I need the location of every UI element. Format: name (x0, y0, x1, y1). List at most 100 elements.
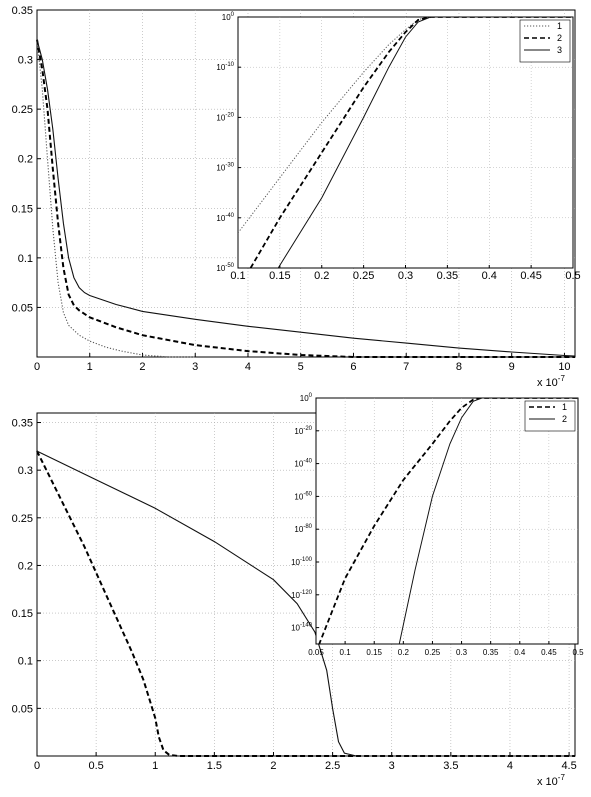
inset-x-tick-label: 0.4 (482, 270, 497, 282)
inset-y-tick-label: 10-40 (216, 213, 234, 223)
x-multiplier-exponent: -7 (558, 374, 566, 383)
inset-y-tick-exponent: -50 (225, 263, 234, 269)
legend-label-2: 2 (562, 414, 567, 424)
x-tick-label: 8 (456, 361, 462, 373)
inset-x-tick-label: 0.1 (340, 648, 352, 657)
series-line-2 (36, 39, 575, 358)
y-tick-label: 0.3 (18, 465, 33, 477)
inset-y-tick-base: 10 (291, 624, 300, 633)
chart-panel-a: 0 1 2 3 4 5 6 7 8 9 100.050.10.150.20.250.30.35x 1… (12, 5, 581, 389)
inset-y-tick-base: 10 (291, 558, 300, 567)
inset-y-tick-base: 10 (300, 394, 309, 403)
x-tick-label: 2 (270, 760, 276, 772)
x-multiplier-exponent: -7 (558, 773, 566, 782)
x-tick-label: 9 (509, 361, 515, 373)
inset-chart: 0.1 0.15 0.2 0.25 0.3 0.35 0.4 0.45 0.510-5010-4… (216, 12, 580, 282)
inset-x-tick-label: 0.2 (398, 648, 410, 657)
inset-series-line-3 (277, 17, 573, 268)
inset-chart: 0.05 0.1 0.15 0.2 0.25 0.3 0.35 0.4 0.45 0.510-14… (291, 393, 584, 657)
inset-y-tick-label: 100 (222, 12, 235, 22)
inset-x-tick-label: 0.1 (230, 270, 245, 282)
inset-x-tick-label: 0.45 (541, 648, 557, 657)
inset-y-tick-base: 10 (216, 164, 225, 173)
x-tick-label: 0.5 (88, 760, 103, 772)
inset-y-tick-label: 10-80 (294, 524, 312, 534)
series-line-1 (36, 450, 575, 757)
inset-y-tick-exponent: -120 (300, 590, 313, 596)
inset-y-tick-exponent: -60 (303, 491, 312, 497)
y-tick-label: 0.1 (18, 656, 33, 668)
y-tick-label: 0.05 (12, 302, 33, 314)
x-tick-label: 4.5 (561, 760, 576, 772)
inset-y-tick-base: 10 (294, 525, 303, 534)
inset-y-tick-label: 10-10 (216, 62, 234, 72)
inset-legend: 12 (524, 400, 576, 432)
inset-legend: 1 2 3 (519, 19, 571, 63)
x-tick-label: 3 (192, 361, 198, 373)
y-tick-label: 0.1 (18, 253, 33, 265)
inset-x-tick-label: 0.3 (456, 648, 468, 657)
inset-x-tick-label: 0.25 (353, 270, 374, 282)
inset-x-tick-label: 0.45 (520, 270, 541, 282)
x-tick-label: 5 (298, 361, 304, 373)
inset-x-tick-label: 0.35 (437, 270, 458, 282)
x-tick-label: 4 (245, 361, 251, 373)
y-tick-label: 0.35 (12, 5, 33, 17)
inset-y-tick-exponent: -10 (225, 62, 234, 68)
inset-y-tick-base: 10 (294, 427, 303, 436)
y-tick-label: 0.25 (12, 513, 33, 525)
inset-x-tick-label: 0.2 (314, 270, 329, 282)
legend-label-1: 1 (562, 402, 567, 412)
inset-y-tick-exponent: 0 (309, 393, 313, 399)
x-tick-label: 0 (34, 760, 40, 772)
inset-x-tick-label: 0.25 (425, 648, 441, 657)
series-line-2 (36, 450, 575, 757)
inset-y-tick-exponent: -40 (225, 213, 234, 219)
inset-x-tick-label: 0.15 (366, 648, 382, 657)
inset-y-tick-label: 10-140 (291, 623, 313, 633)
chart-panel-b: 0 0.5 1 1.5 2 2.5 3 3.5 4 4.5 0.05 0.1 0.15 0.2 0.25 0.… (12, 393, 585, 788)
x-tick-label: 3.5 (443, 760, 458, 772)
x-tick-label: 4 (507, 760, 513, 772)
inset-y-tick-exponent: -30 (225, 163, 234, 169)
legend-box (524, 400, 576, 432)
inset-plot-area (315, 397, 579, 645)
y-tick-label: 0.2 (18, 560, 33, 572)
legend-label-3: 3 (557, 45, 562, 55)
y-tick-label: 0.3 (18, 55, 33, 67)
inset-x-tick-label: 0.5 (565, 270, 580, 282)
inset-x-tick-label: 0.05 (308, 648, 324, 657)
x-tick-label: 2 (139, 361, 145, 373)
series-line-3 (36, 39, 576, 357)
legend-label-1: 1 (557, 21, 562, 31)
y-tick-label: 0.15 (12, 608, 33, 620)
inset-y-tick-exponent: -80 (303, 524, 312, 530)
inset-y-tick-base: 10 (216, 214, 225, 223)
x-tick-label: 1 (87, 361, 93, 373)
inset-x-tick-label: 0.4 (514, 648, 526, 657)
inset-y-tick-label: 10-60 (294, 491, 312, 501)
inset-x-tick-label: 0.35 (483, 648, 499, 657)
inset-y-tick-label: 10-20 (294, 426, 312, 436)
inset-y-tick-exponent: -20 (303, 426, 312, 432)
inset-y-tick-base: 10 (294, 492, 303, 501)
x-multiplier-base: x 10 (537, 776, 558, 788)
x-tick-label: 6 (350, 361, 356, 373)
inset-y-tick-base: 10 (216, 113, 225, 122)
x-multiplier: x 10-7 (537, 773, 565, 788)
inset-y-tick-exponent: -140 (300, 623, 313, 629)
y-tick-label: 0.15 (12, 203, 33, 215)
inset-y-tick-label: 10-100 (291, 557, 313, 567)
y-tick-label: 0.25 (12, 104, 33, 116)
inset-y-tick-base: 10 (294, 460, 303, 469)
x-tick-label: 0 (34, 361, 40, 373)
legend-box (519, 19, 571, 63)
inset-y-tick-exponent: -40 (303, 459, 312, 465)
inset-series-line-2 (398, 398, 578, 644)
inset-y-tick-label: 100 (300, 393, 313, 403)
inset-y-tick-base: 10 (216, 264, 225, 273)
inset-y-tick-label: 10-40 (294, 459, 312, 469)
y-tick-label: 0.05 (12, 703, 33, 715)
inset-y-tick-label: 10-50 (216, 263, 234, 273)
